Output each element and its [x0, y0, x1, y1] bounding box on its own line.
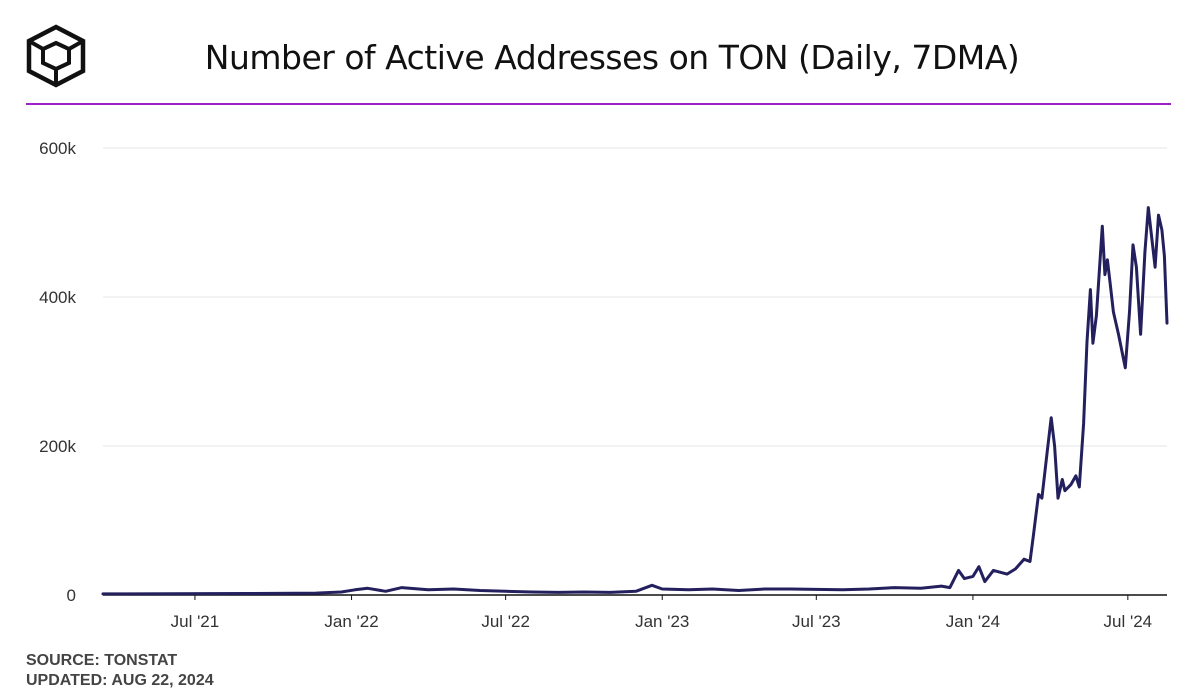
y-tick-label: 600k	[39, 139, 76, 158]
cube-logo-icon	[26, 24, 86, 88]
title-divider	[26, 103, 1171, 105]
y-tick-label: 0	[67, 586, 76, 605]
x-tick-label: Jul '23	[792, 612, 841, 631]
updated-note: UPDATED: AUG 22, 2024	[26, 672, 214, 689]
grid-lines	[103, 147, 1167, 447]
x-axis-ticks: Jul '21 Jan '22 Jul '22 Jan '23 Jul '23 Jan '…	[171, 595, 1153, 631]
x-tick-label: Jul '24	[1104, 612, 1153, 631]
chart-title: Number of Active Addresses on TON (Daily…	[204, 38, 1020, 77]
line-chart: 0 200k 400k 600k Jul '21 Jan '22 Jul '22 Jan '…	[39, 139, 1169, 631]
x-tick-label: Jan '24	[946, 612, 1000, 631]
source-note: SOURCE: TONSTAT	[26, 652, 178, 669]
x-tick-label: Jul '22	[481, 612, 530, 631]
y-tick-label: 200k	[39, 437, 76, 456]
chart-footer: SOURCE: TONSTAT UPDATED: AUG 22, 2024	[26, 651, 214, 691]
chart-header: Number of Active Addresses on TON (Daily…	[0, 0, 1200, 106]
x-tick-label: Jan '22	[324, 612, 378, 631]
x-tick-label: Jul '21	[171, 612, 220, 631]
y-axis-ticks: 0 200k 400k 600k	[39, 139, 76, 605]
x-tick-label: Jan '23	[635, 612, 689, 631]
series-line-active-addresses	[101, 206, 1169, 596]
y-tick-label: 400k	[39, 288, 76, 307]
